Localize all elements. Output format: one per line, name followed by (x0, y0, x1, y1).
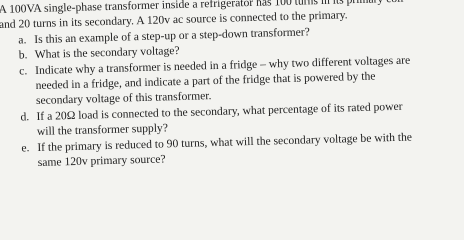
content: A 100VA single-phase transformer inside … (0, 0, 412, 169)
question-label: b. (18, 48, 28, 62)
question-label: c. (19, 63, 28, 78)
question-label: e. (21, 140, 30, 155)
question-label: d. (20, 110, 30, 124)
question-label: a. (18, 33, 27, 47)
document: A 100VA single-phase transformer inside … (0, 0, 412, 169)
